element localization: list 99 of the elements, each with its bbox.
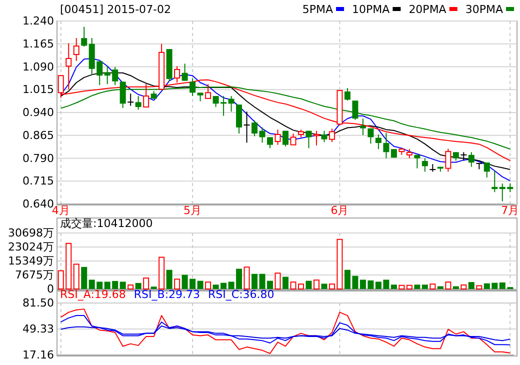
- candlestick: [290, 133, 296, 146]
- bar: [406, 284, 412, 290]
- candlestick: [282, 130, 288, 147]
- bar: [205, 282, 212, 290]
- bar: [244, 266, 250, 290]
- candlestick: [328, 128, 335, 143]
- candlestick: [313, 130, 320, 146]
- legend-label: 30PMA: [465, 3, 504, 16]
- candlestick: [73, 38, 80, 62]
- candlestick: [274, 129, 281, 146]
- legend-label: 10PMA: [352, 3, 390, 16]
- candlestick: [205, 84, 212, 99]
- bar: [282, 276, 288, 289]
- candlestick: [66, 42, 72, 90]
- bar: [290, 282, 296, 290]
- legend-label: 20PMA: [408, 3, 447, 16]
- bar: [460, 284, 467, 290]
- bar: [120, 282, 126, 289]
- candlestick: [406, 148, 412, 159]
- candlestick: [422, 158, 428, 172]
- y-tick-label: 1.015: [22, 83, 54, 96]
- bar: [128, 284, 134, 290]
- bar: [452, 286, 459, 289]
- text: RSI_C:36.80: [208, 288, 274, 301]
- x-tick-label: 5月: [184, 204, 202, 217]
- candlestick: [128, 93, 134, 106]
- bar: [430, 284, 436, 290]
- bar: [252, 274, 258, 289]
- y-tick-label: 81.50: [22, 296, 54, 310]
- candlestick: [344, 88, 350, 102]
- candlestick: [135, 96, 142, 110]
- line-series: [60, 315, 511, 346]
- candlestick: [244, 111, 250, 144]
- bar: [81, 266, 88, 289]
- candlestick: [492, 170, 498, 193]
- candlestick: [352, 100, 358, 120]
- candlestick: [182, 63, 188, 82]
- bar: [321, 284, 328, 289]
- y-tick-label: 0.865: [22, 128, 54, 142]
- bar: [398, 284, 405, 290]
- candlestick: [81, 26, 88, 48]
- candlestick: [484, 162, 490, 178]
- bar: [143, 278, 150, 290]
- bar: [166, 270, 172, 289]
- bar: [158, 256, 165, 290]
- candlestick: [445, 148, 452, 172]
- chart-title: [00451] 2015-07-02: [60, 3, 171, 16]
- bar: [135, 282, 142, 289]
- bar: [468, 282, 474, 289]
- candlestick: [252, 120, 258, 137]
- bar: [313, 280, 320, 290]
- x-tick-label: 6月: [330, 204, 349, 217]
- y-tick-label: 0.715: [22, 174, 54, 188]
- bar: [174, 278, 180, 290]
- bar: [422, 284, 428, 289]
- candlestick: [321, 130, 328, 143]
- candlestick: [236, 104, 242, 134]
- bar: [390, 284, 397, 289]
- y-tick-label: 7675万: [15, 268, 54, 282]
- bar: [445, 282, 452, 290]
- candlestick: [383, 132, 390, 159]
- chart-title: 成交量:10412000: [60, 217, 153, 230]
- bar: [414, 284, 420, 289]
- y-tick-label: 1.090: [22, 60, 54, 74]
- line-series: [60, 326, 511, 342]
- bar: [298, 284, 304, 290]
- y-tick-label: 0: [47, 282, 54, 296]
- y-tick-label: 30698万: [8, 226, 54, 240]
- bar: [73, 264, 80, 290]
- y-tick-label: 0.640: [22, 198, 54, 211]
- candlestick: [143, 84, 150, 108]
- candlestick: [414, 154, 420, 169]
- candlestick: [375, 134, 382, 150]
- candlestick: [267, 136, 274, 149]
- y-tick-label: 49.33: [22, 322, 54, 336]
- bar: [437, 286, 444, 289]
- candlestick: [259, 126, 266, 144]
- bar: [306, 280, 312, 289]
- candlestick: [468, 152, 474, 168]
- legend-label: 5PMA: [302, 3, 334, 16]
- y-tick-label: 23024万: [8, 240, 54, 254]
- line-series: [60, 58, 511, 182]
- line-series: [60, 308, 511, 354]
- candlestick: [360, 118, 366, 136]
- bar: [274, 272, 281, 290]
- x-tick-label: 7月: [501, 204, 520, 217]
- bar: [197, 280, 204, 289]
- y-tick-label: 17.16: [22, 348, 54, 362]
- text: RSI_B:29.73: [134, 288, 200, 301]
- candlestick: [368, 128, 374, 144]
- series-label: RSI_A:19.68: [60, 288, 126, 301]
- candlestick: [228, 96, 234, 112]
- bar: [476, 285, 482, 290]
- y-tick-label: 0.790: [22, 152, 54, 165]
- y-tick-label: 1.165: [22, 37, 54, 50]
- y-tick-label: 1.240: [22, 14, 54, 28]
- candlestick: [306, 130, 312, 149]
- y-tick-label: 15349万: [8, 254, 54, 268]
- y-tick-label: 0.940: [22, 106, 54, 120]
